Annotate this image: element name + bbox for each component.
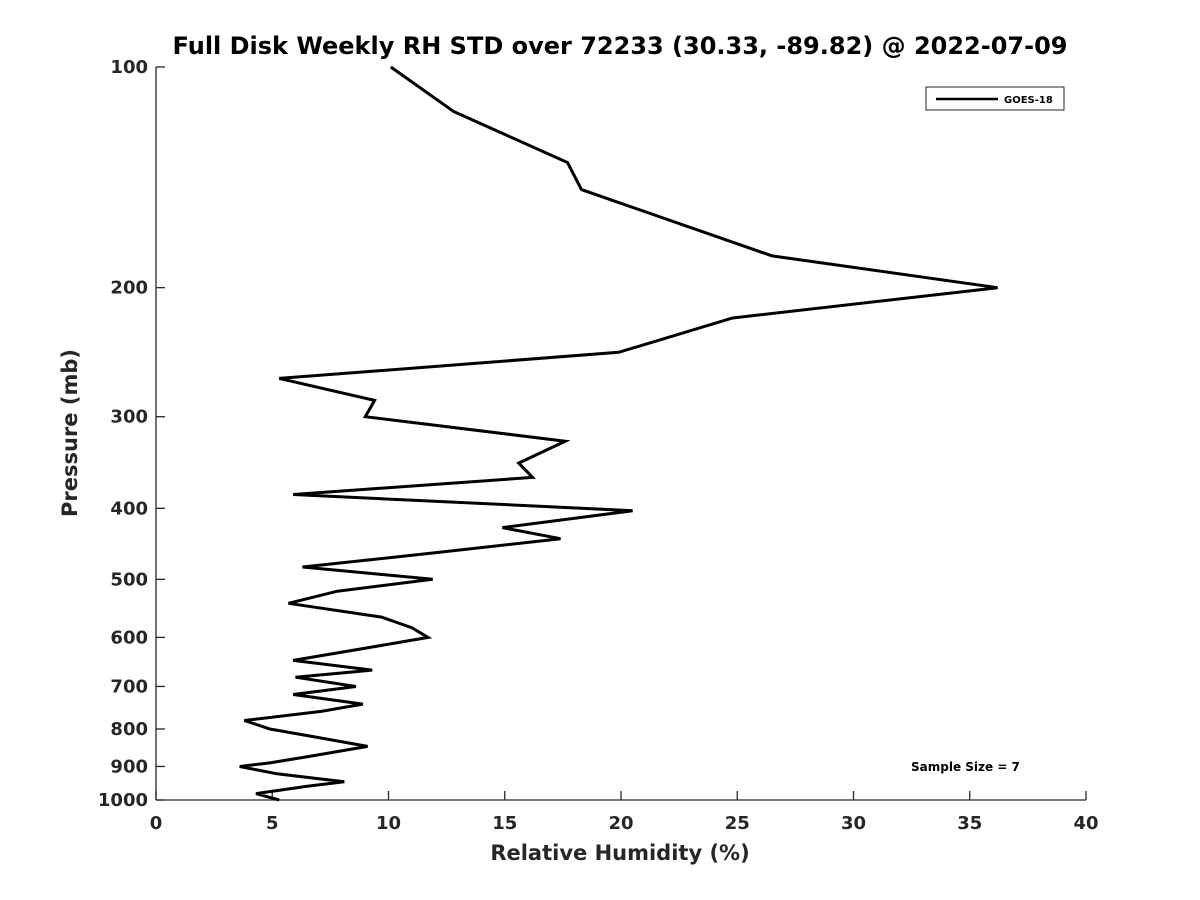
y-axis-ticks: 100 200 300 400 500 600 700 800 900 1000	[98, 57, 165, 811]
y-tick-label: 800	[110, 719, 148, 740]
chart-title: Full Disk Weekly RH STD over 72233 (30.3…	[173, 32, 1068, 60]
series-layer	[239, 65, 998, 802]
x-axis-ticks: 0 5 10 15 20 25 30 35 40	[150, 791, 1099, 834]
x-tick-label: 20	[608, 813, 633, 834]
y-tick-label: 600	[110, 627, 148, 648]
x-tick-label: 25	[725, 813, 750, 834]
y-tick-label: 900	[110, 756, 148, 777]
series-line-goes-18	[239, 65, 998, 802]
y-tick-label: 100	[110, 57, 148, 78]
y-tick-label: 700	[110, 676, 148, 697]
x-axis-label: Relative Humidity (%)	[490, 841, 749, 865]
plot-area	[156, 67, 1086, 800]
y-tick-label: 400	[110, 498, 148, 519]
sample-size-annotation: Sample Size = 7	[911, 760, 1020, 774]
x-tick-label: 35	[957, 813, 982, 834]
y-tick-label: 200	[110, 278, 148, 299]
x-tick-label: 5	[266, 813, 279, 834]
x-tick-label: 30	[841, 813, 866, 834]
legend: GOES-18	[925, 86, 1065, 111]
y-axis-label: Pressure (mb)	[58, 349, 82, 517]
x-tick-label: 15	[492, 813, 517, 834]
y-tick-label: 1000	[98, 790, 148, 811]
legend-label-goes-18: GOES-18	[1004, 95, 1053, 106]
x-tick-label: 40	[1073, 813, 1098, 834]
y-tick-label: 500	[110, 569, 148, 590]
x-tick-label: 0	[150, 813, 163, 834]
y-tick-label: 300	[110, 407, 148, 428]
x-tick-label: 10	[376, 813, 401, 834]
